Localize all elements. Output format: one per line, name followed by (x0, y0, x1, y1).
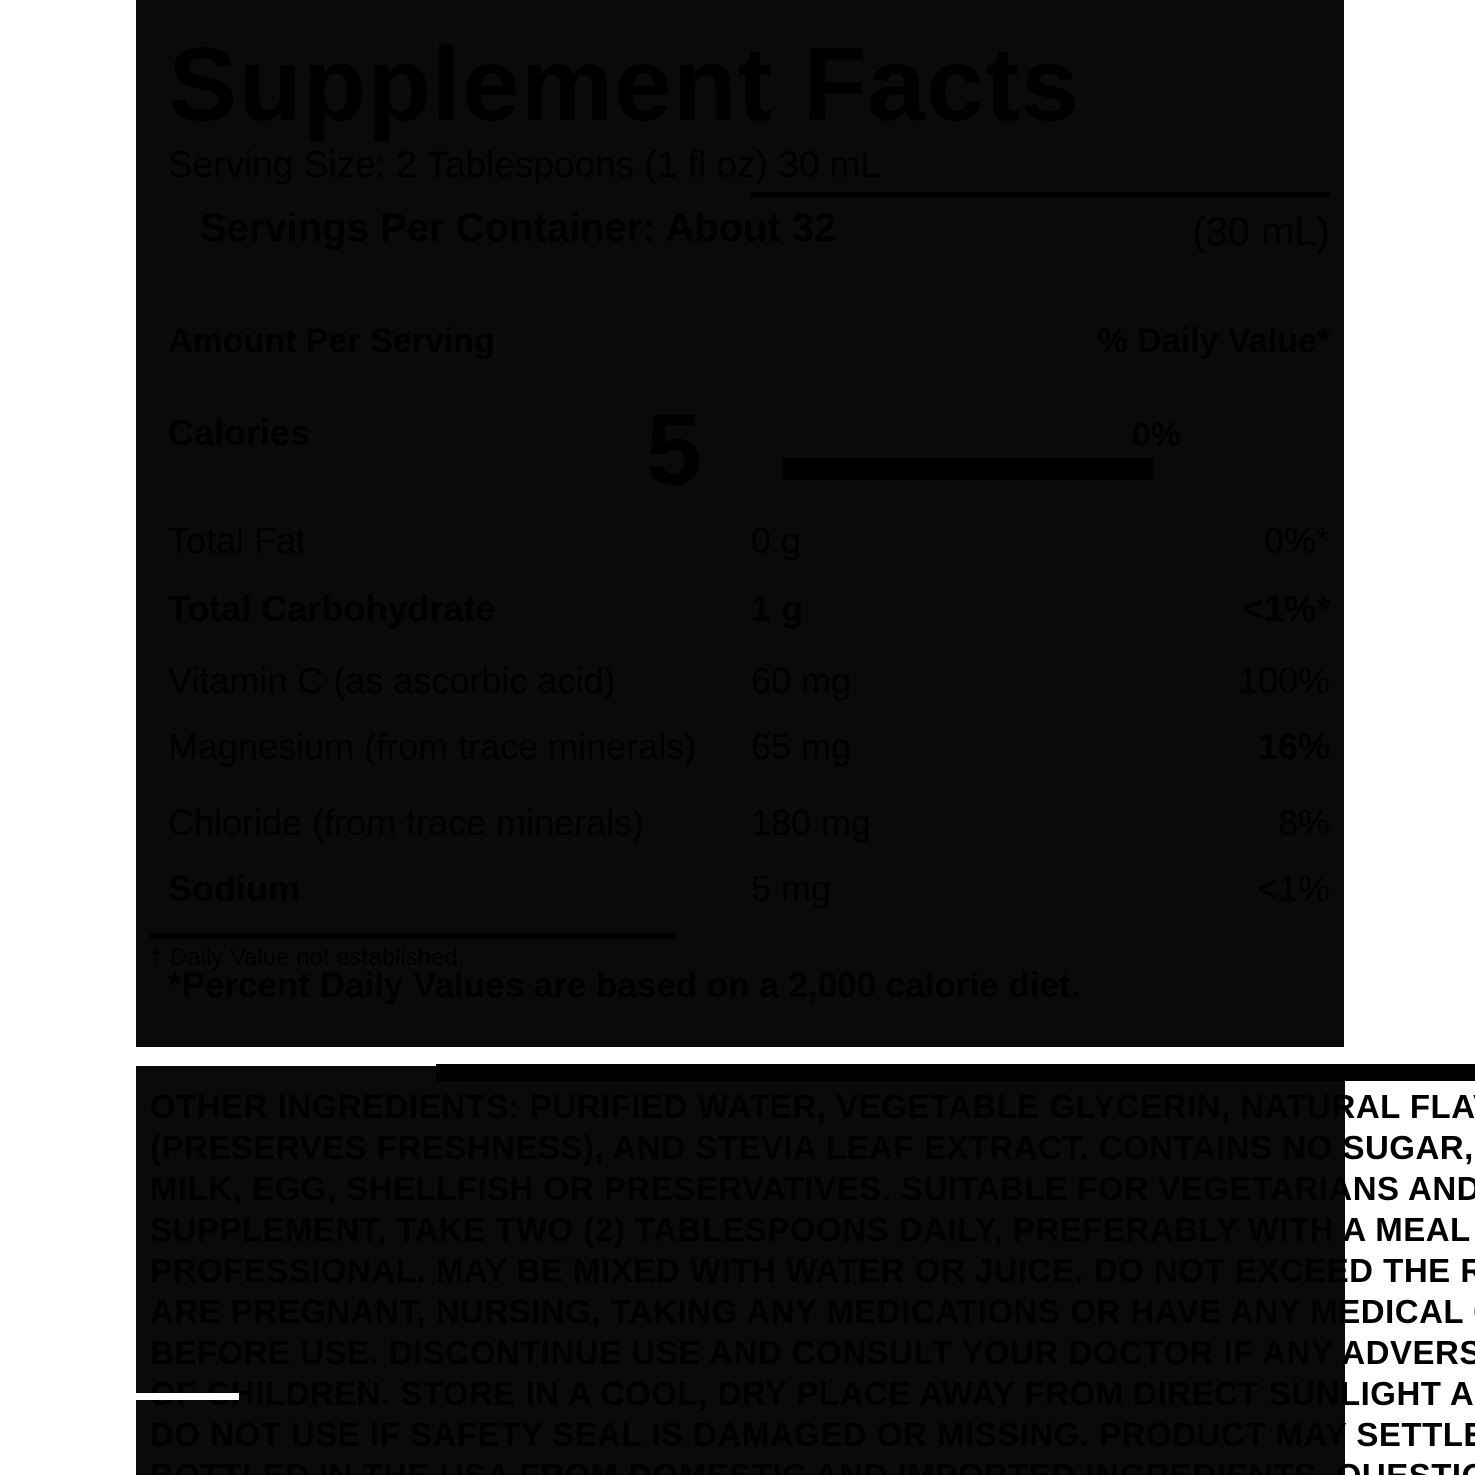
supplement-facts-panel: Supplement Facts Serving Size: 2 Tablesp… (136, 0, 1344, 1047)
nutrient-row: Magnesium (from trace minerals) (168, 726, 697, 767)
bottom-text-panel (136, 1066, 1345, 1475)
bottom-paragraph-line: OF CHILDREN. STORE IN A COOL, DRY PLACE … (150, 1375, 1475, 1412)
nutrient-dv: 8% (1277, 802, 1330, 843)
rule-above-footnote (150, 933, 676, 939)
bottom-paragraph-line: ARE PREGNANT, NURSING, TAKING ANY MEDICA… (150, 1293, 1475, 1330)
nutrient-amount: 65 mg (751, 726, 852, 767)
nutrient-row: Total Fat (168, 520, 307, 561)
nutrient-amount: 5 mg (751, 868, 832, 909)
nutrient-dv: <1%* (1242, 588, 1330, 629)
nutrient-row: Vitamin C (as ascorbic acid) (168, 660, 616, 701)
bottom-paragraph-line: BEFORE USE. DISCONTINUE USE AND CONSULT … (150, 1334, 1475, 1371)
nutrient-amount: 0 g (751, 520, 802, 561)
thick-separator-bar (783, 458, 1153, 480)
bottom-paragraph-line: BOTTLED IN THE USA FROM DOMESTIC AND IMP… (150, 1455, 1475, 1475)
serving-size-line: Serving Size: 2 Tablespoons (1 fl oz) 30… (168, 144, 881, 185)
daily-value-not-established-note: † Daily Value not established. (150, 944, 465, 971)
nutrient-row: Sodium (168, 868, 300, 909)
daily-value-header: % Daily Value* (1097, 322, 1330, 360)
bottom-paragraph-line: OTHER INGREDIENTS: PURIFIED WATER, VEGET… (150, 1088, 1475, 1125)
nutrient-row: Total Carbohydrate (168, 588, 496, 629)
calories-label: Calories (168, 412, 311, 453)
calories-value: 5 (646, 394, 702, 506)
nutrient-dv: 0%* (1263, 520, 1330, 561)
nutrient-amount: 180 mg (751, 802, 872, 843)
bottom-paragraph-line: SUPPLEMENT, TAKE TWO (2) TABLESPOONS DAI… (150, 1211, 1475, 1248)
nutrient-amount: 60 mg (751, 660, 852, 701)
nutrient-dv: 16% (1257, 726, 1330, 767)
bottom-paragraph-line: (PRESERVES FRESHNESS), AND STEVIA LEAF E… (150, 1129, 1475, 1166)
nutrient-dv: <1% (1256, 868, 1330, 909)
servings-note: (30 mL) (1192, 210, 1330, 254)
percent-daily-value-footnote: *Percent Daily Values are based on a 2,0… (168, 966, 1081, 1005)
white-notch (136, 1393, 239, 1400)
bottom-paragraph-line: DO NOT USE IF SAFETY SEAL IS DAMAGED OR … (150, 1416, 1475, 1453)
amount-per-serving-header: Amount Per Serving (168, 322, 495, 360)
servings-per-container-line: Servings Per Container: About 32 (200, 206, 837, 250)
bottom-paragraph-line: MILK, EGG, SHELLFISH OR PRESERVATIVES. S… (150, 1170, 1475, 1207)
nutrient-row: Chloride (from trace minerals) (168, 802, 645, 843)
bottom-heading-bar: SHAKE WELL BEFORE USE. REFRIGERATE AFTER… (436, 1064, 1475, 1081)
nutrient-dv: 100% (1237, 660, 1330, 701)
rule-under-serving (751, 192, 1330, 197)
nutrient-amount: 1 g (751, 588, 804, 629)
bottom-paragraph-line: PROFESSIONAL. MAY BE MIXED WITH WATER OR… (150, 1252, 1475, 1289)
supplement-facts-title: Supplement Facts (168, 27, 1080, 143)
calories-right-value: 0% (1131, 416, 1181, 454)
